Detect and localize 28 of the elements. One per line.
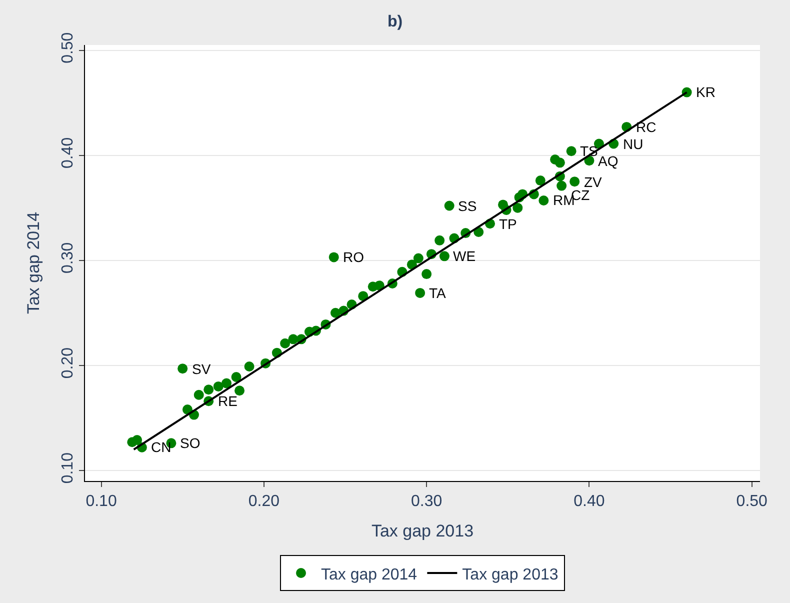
annotation: SO (180, 435, 200, 451)
legend-label: Tax gap 2014 (321, 566, 418, 584)
annotation: CN (151, 439, 172, 455)
annotation: WE (453, 248, 476, 264)
annotation: SV (192, 361, 212, 377)
annotation: KR (696, 84, 716, 100)
x-axis-title: Tax gap 2013 (371, 522, 474, 541)
annotation: NU (623, 136, 644, 152)
annotation: TA (429, 285, 447, 301)
x-tick-label: 0.30 (411, 493, 442, 510)
x-tick-label: 0.40 (574, 493, 605, 510)
y-tick-label: 0.10 (60, 452, 77, 484)
annotation: RE (218, 393, 238, 409)
chart-title: b) (387, 13, 403, 30)
y-tick-label: 0.30 (60, 242, 77, 274)
y-axis-title: Tax gap 2014 (24, 212, 44, 314)
annotation: TP (499, 216, 517, 232)
y-tick-label: 0.20 (60, 347, 77, 379)
x-tick-label: 0.20 (248, 493, 280, 510)
annotation: ZV (584, 174, 603, 190)
annotation: RO (343, 249, 364, 265)
annotation: SS (458, 198, 477, 214)
y-tick-label: 0.50 (60, 32, 77, 64)
legend-label: Tax gap 2013 (462, 566, 558, 584)
x-tick-label: 0.10 (86, 493, 117, 510)
y-tick-label: 0.40 (60, 137, 77, 168)
annotation: AQ (598, 153, 618, 169)
x-tick-label: 0.50 (736, 493, 768, 510)
